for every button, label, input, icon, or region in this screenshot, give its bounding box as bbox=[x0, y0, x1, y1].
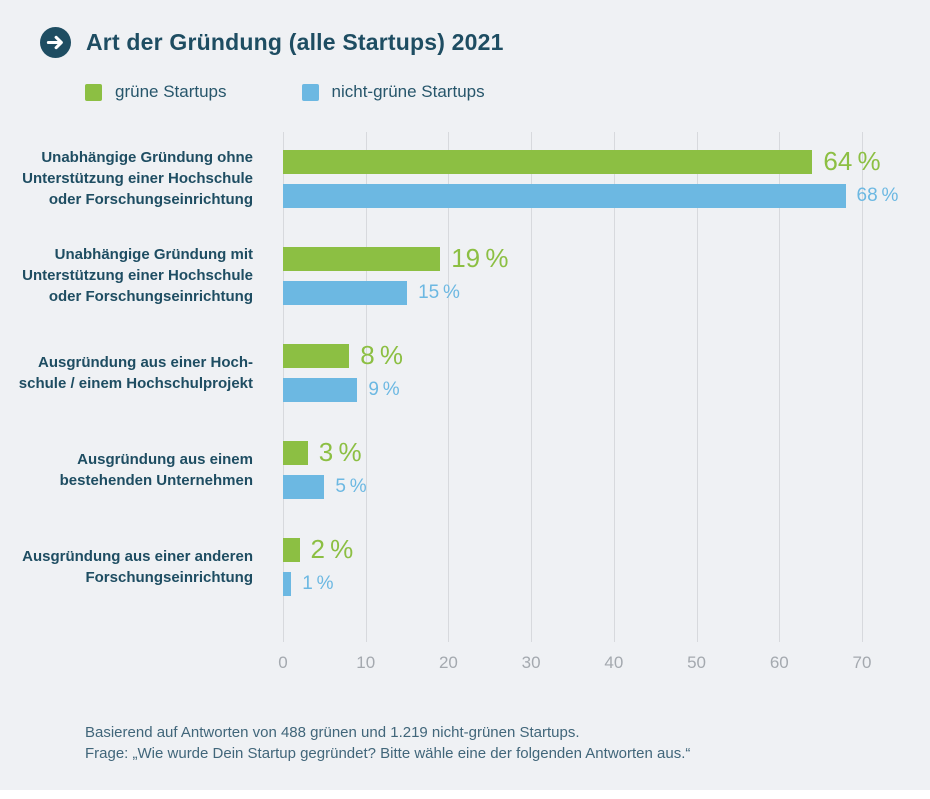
legend-swatch-green bbox=[85, 83, 102, 101]
category-label-line: oder Forschungseinrichtung bbox=[48, 191, 253, 208]
category-label-line: Unterstützung einer Hochschule bbox=[22, 267, 253, 284]
gridline bbox=[448, 132, 450, 642]
bar-group: 19 % 15 % bbox=[283, 243, 508, 305]
chart-title: Art der Gründung (alle Startups) 2021 bbox=[86, 29, 504, 55]
bar-line: 5 % bbox=[283, 474, 367, 499]
gridline bbox=[613, 132, 615, 642]
value-label: 5 % bbox=[335, 475, 367, 497]
x-tick-label: 40 bbox=[604, 653, 624, 672]
x-tick-label: 30 bbox=[521, 653, 541, 672]
bar-line: 3 % bbox=[283, 437, 367, 467]
category-label-line: Ausgründung aus einer anderen bbox=[22, 547, 253, 565]
category-label: Unabhängige Gründung mit Unterstützung ei… bbox=[0, 244, 253, 307]
category-label-line: schule / einem Hochschulprojekt bbox=[18, 374, 253, 392]
bar-line: 64 % bbox=[283, 146, 898, 176]
chart-row: Ausgründung aus einer anderen Forschungse… bbox=[0, 518, 930, 615]
x-tick-label: 60 bbox=[769, 653, 789, 672]
chart-row: Unabhängige Gründung ohne Unterstützung e… bbox=[0, 130, 930, 227]
category-label-line: Ausgründung aus einer Hoch- bbox=[37, 353, 253, 371]
chart-row: Ausgründung aus einer Hoch-schule / eine… bbox=[0, 324, 930, 421]
bar-line: 68 % bbox=[283, 183, 899, 208]
gridline bbox=[696, 132, 698, 642]
x-axis: 0 10 20 30 40 50 60 70 bbox=[278, 653, 871, 673]
bar-group: 2 % 1 % bbox=[283, 534, 353, 596]
chart-row: Ausgründung aus einem bestehenden Unterne… bbox=[0, 421, 930, 518]
category-label-line: Ausgründung aus einem bbox=[77, 450, 253, 468]
category-label-line: Unterstützung einer Hochschule bbox=[22, 170, 253, 187]
bar-green bbox=[283, 440, 308, 465]
bar-line: 9 % bbox=[283, 377, 403, 402]
gridline bbox=[531, 132, 533, 642]
bar-blue bbox=[283, 571, 292, 596]
footnote-line-1: Basierend auf Antworten von 488 grünen u… bbox=[85, 724, 580, 741]
category-label-line: Forschungseinrichtung bbox=[85, 568, 253, 586]
gridline bbox=[365, 132, 367, 642]
bar-green bbox=[283, 149, 813, 174]
category-label: Ausgründung aus einer Hoch-schule / eine… bbox=[0, 352, 253, 394]
footnote-line-2: Frage: „Wie wurde Dein Startup gegründet… bbox=[85, 745, 691, 762]
legend-label-blue: nicht-grüne Startups bbox=[331, 82, 485, 101]
x-tick-label: 10 bbox=[356, 653, 376, 672]
category-label: Ausgründung aus einem bestehenden Unterne… bbox=[0, 449, 253, 491]
bar-group: 3 % 5 % bbox=[283, 437, 367, 499]
value-label: 64 % bbox=[823, 146, 881, 176]
legend-swatch-blue bbox=[301, 83, 319, 101]
value-label: 15 % bbox=[418, 281, 460, 303]
bar-group: 64 % 68 % bbox=[283, 146, 899, 208]
legend-item-green: grüne Startups bbox=[85, 82, 227, 102]
chart-footnote: Basierend auf Antworten von 488 grünen u… bbox=[85, 722, 690, 764]
page-bottom-edge bbox=[0, 790, 930, 799]
bar-line: 2 % bbox=[283, 534, 353, 564]
x-tick-label: 50 bbox=[687, 653, 707, 672]
value-label: 2 % bbox=[310, 534, 354, 564]
x-tick-label: 0 bbox=[278, 653, 288, 672]
value-label: 1 % bbox=[302, 572, 334, 594]
value-label: 68 % bbox=[856, 184, 899, 206]
chart-header: Art der Gründung (alle Startups) 2021 bbox=[40, 27, 504, 58]
bar-green bbox=[283, 537, 300, 562]
category-label-line: bestehenden Unternehmen bbox=[59, 471, 253, 489]
gridline bbox=[779, 132, 781, 642]
bar-group: 8 % 9 % bbox=[283, 340, 403, 402]
value-label: 3 % bbox=[318, 437, 362, 467]
arrow-right-circle-icon bbox=[40, 27, 71, 58]
bar-line: 1 % bbox=[283, 571, 353, 596]
chart-row: Unabhängige Gründung mit Unterstützung ei… bbox=[0, 227, 930, 324]
category-label-line: Unabhängige Gründung mit bbox=[54, 246, 253, 263]
bar-chart: Unabhängige Gründung ohne Unterstützung e… bbox=[0, 130, 930, 690]
bar-blue bbox=[283, 474, 325, 499]
gridline bbox=[862, 132, 863, 642]
category-label-line: oder Forschungseinrichtung bbox=[48, 288, 253, 305]
category-label: Ausgründung aus einer anderen Forschungse… bbox=[0, 546, 253, 588]
bar-blue bbox=[283, 183, 846, 208]
bar-line: 8 % bbox=[283, 340, 403, 370]
category-label: Unabhängige Gründung ohne Unterstützung e… bbox=[0, 147, 253, 210]
legend-label-green: grüne Startups bbox=[115, 82, 227, 101]
value-label: 9 % bbox=[368, 378, 400, 400]
x-tick-label: 70 bbox=[852, 653, 872, 672]
chart-rows: Unabhängige Gründung ohne Unterstützung e… bbox=[0, 130, 930, 615]
bar-green bbox=[283, 343, 350, 368]
bar-blue bbox=[283, 280, 408, 305]
value-label: 19 % bbox=[451, 243, 509, 273]
category-label-line: Unabhängige Gründung ohne bbox=[41, 149, 253, 166]
legend-item-blue: nicht-grüne Startups bbox=[301, 82, 485, 102]
x-tick-label: 20 bbox=[438, 653, 458, 672]
bar-line: 15 % bbox=[283, 280, 508, 305]
bar-green bbox=[283, 246, 441, 271]
bar-line: 19 % bbox=[283, 243, 508, 273]
chart-legend: grüne Startups nicht-grüne Startups bbox=[85, 82, 485, 102]
bar-blue bbox=[283, 377, 358, 402]
value-label: 8 % bbox=[360, 340, 403, 370]
